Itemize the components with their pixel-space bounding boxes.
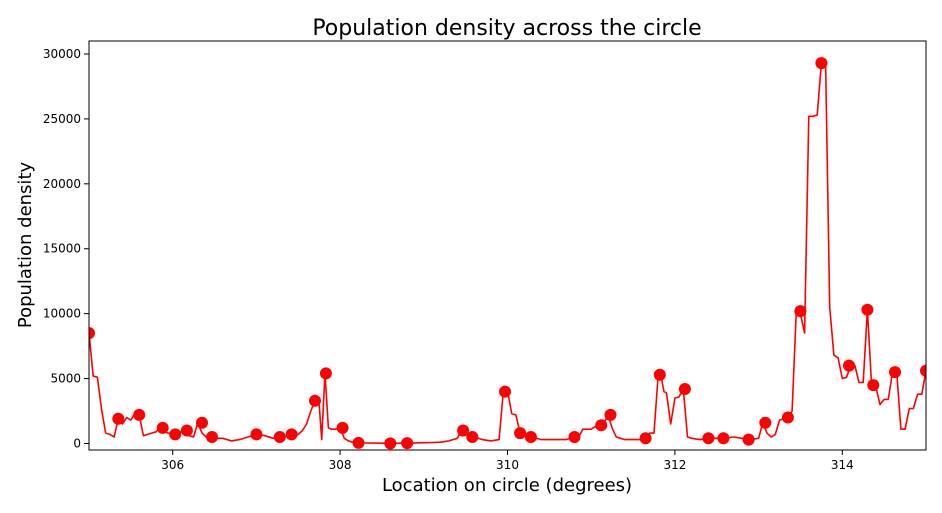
data-point xyxy=(457,424,470,437)
data-point xyxy=(273,431,286,443)
data-point xyxy=(867,379,880,392)
data-point xyxy=(309,394,321,407)
y-tick-label: 20000 xyxy=(43,177,81,191)
chart-title: Population density across the circle xyxy=(312,16,701,41)
y-tick-label: 5000 xyxy=(50,372,81,386)
y-tick-label: 15000 xyxy=(43,242,81,256)
data-layer xyxy=(89,57,926,450)
data-point xyxy=(604,408,617,421)
y-tick-label: 10000 xyxy=(43,307,81,321)
data-point xyxy=(678,383,691,395)
data-point xyxy=(843,359,855,372)
y-tick-label: 30000 xyxy=(43,47,81,61)
data-point xyxy=(156,421,169,434)
data-point xyxy=(250,428,263,441)
x-tick-label: 308 xyxy=(329,458,352,472)
data-point xyxy=(920,364,926,377)
data-point xyxy=(794,305,807,318)
data-point xyxy=(401,437,414,450)
data-point xyxy=(639,432,652,445)
data-point xyxy=(499,385,511,398)
data-point xyxy=(653,368,666,381)
data-point xyxy=(89,327,95,340)
data-point xyxy=(196,416,208,429)
data-point xyxy=(759,416,772,429)
data-point xyxy=(169,428,182,441)
data-point xyxy=(384,437,397,450)
data-point xyxy=(352,436,365,449)
data-point xyxy=(717,432,730,445)
data-point xyxy=(889,366,901,379)
data-point xyxy=(595,419,608,432)
x-tick-label: 310 xyxy=(496,458,519,472)
data-point xyxy=(133,408,146,421)
data-point xyxy=(568,431,581,443)
y-tick-label: 0 xyxy=(73,437,81,451)
data-point xyxy=(781,411,794,424)
data-point xyxy=(336,421,349,434)
data-point xyxy=(319,367,332,380)
ticks-layer: 306 308 310 312 314 0 5000 10000 15000 20000 25000… xyxy=(43,47,854,472)
data-point xyxy=(514,427,527,440)
x-tick-label: 306 xyxy=(161,458,184,472)
plot-frame xyxy=(88,40,927,451)
data-point xyxy=(524,431,537,443)
data-point xyxy=(742,433,755,446)
y-tick-label: 25000 xyxy=(43,112,81,126)
data-point xyxy=(206,431,218,443)
x-axis-label: Location on circle (degrees) xyxy=(382,475,632,496)
y-axis-label: Population density xyxy=(15,162,36,329)
data-point xyxy=(702,432,715,445)
data-point xyxy=(815,57,828,70)
data-point xyxy=(466,431,479,443)
data-point xyxy=(861,303,874,316)
x-tick-label: 312 xyxy=(663,458,686,472)
data-point xyxy=(112,412,125,425)
data-point xyxy=(180,424,193,437)
data-point xyxy=(285,428,298,441)
x-tick-label: 314 xyxy=(831,458,854,472)
